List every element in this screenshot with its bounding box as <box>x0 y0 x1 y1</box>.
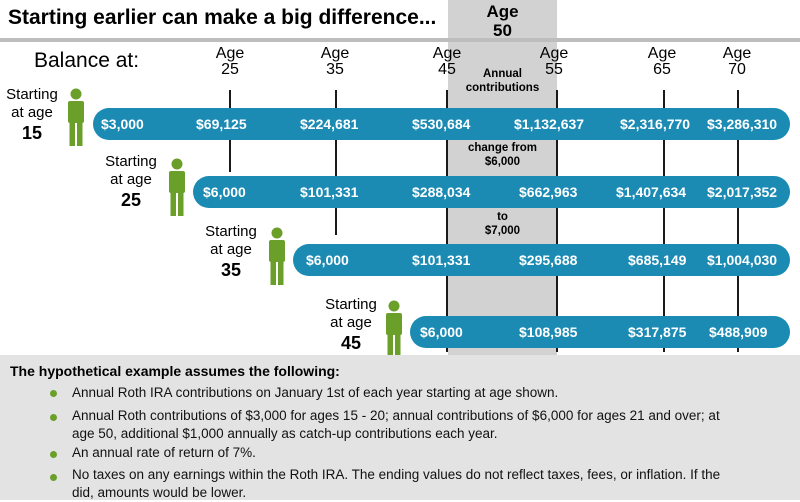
balance-value: $295,688 <box>519 252 578 268</box>
balance-value: $101,331 <box>412 252 471 268</box>
column-header-line1: Age <box>647 45 677 62</box>
age-50-header: Age 50 <box>448 2 557 40</box>
row-label-age: 35 <box>220 260 242 280</box>
band-note-line: contributions <box>465 82 540 94</box>
bullet-icon <box>48 451 60 463</box>
balance-label: Balance at: <box>34 49 140 72</box>
column-header-age-25: Age 25 <box>200 46 260 78</box>
column-line-age-65 <box>663 90 665 352</box>
balance-value: $288,034 <box>412 184 471 200</box>
balance-value: $6,000 <box>203 184 246 200</box>
band-note-line: to <box>497 211 508 223</box>
row-label-at-age: at age <box>11 104 53 121</box>
balance-bar-age-45 <box>410 316 790 348</box>
balance-value: $2,017,352 <box>707 184 778 200</box>
assumptions-panel <box>0 355 800 500</box>
bullet-icon <box>48 414 60 426</box>
assumption-item: No taxes on any earnings within the Roth… <box>72 467 721 500</box>
row-label-age-45: Starting at age 45 <box>320 296 382 354</box>
balance-bar-age-15 <box>93 108 790 140</box>
assumptions-heading: The hypothetical example assumes the fol… <box>10 363 340 379</box>
balance-value: $488,909 <box>709 324 768 340</box>
column-header-line2: 55 <box>545 61 563 78</box>
column-header-age-70: Age 70 <box>707 46 767 78</box>
row-label-age-25: Starting at age 25 <box>100 153 162 211</box>
balance-value: $3,286,310 <box>707 116 778 132</box>
column-header-age-45: Age 45 <box>417 46 477 78</box>
balance-value: $6,000 <box>420 324 463 340</box>
balance-value: $224,681 <box>300 116 359 132</box>
column-line-age-35 <box>335 90 337 235</box>
row-label-starting: Starting <box>6 86 58 103</box>
row-label-starting: Starting <box>105 153 157 170</box>
column-line-age-55 <box>556 90 558 352</box>
page-title: Starting earlier can make a big differen… <box>8 6 437 29</box>
column-header-line1: Age <box>432 45 462 62</box>
column-header-line2: 35 <box>326 61 344 78</box>
column-header-line1: Age <box>722 45 752 62</box>
column-header-line2: 25 <box>221 61 239 78</box>
person-icon <box>169 158 185 216</box>
band-note-annual: Annual contributions <box>448 67 557 95</box>
balance-value: $530,684 <box>412 116 471 132</box>
balance-value: $685,149 <box>628 252 687 268</box>
person-icon <box>68 88 84 146</box>
bullet-icon <box>48 390 60 402</box>
band-note-change: change from $6,000 <box>448 141 557 169</box>
person-icon <box>269 227 285 285</box>
balance-value: $1,132,637 <box>514 116 585 132</box>
column-line-age-70 <box>737 90 739 352</box>
column-header-line1: Age <box>320 45 350 62</box>
balance-value: $317,875 <box>628 324 687 340</box>
row-label-at-age: at age <box>330 314 372 331</box>
title-divider <box>0 38 800 42</box>
column-header-age-55: Age 55 <box>524 46 584 78</box>
row-label-age-35: Starting at age 35 <box>200 223 262 281</box>
row-label-at-age: at age <box>110 171 152 188</box>
balance-value: $2,316,770 <box>620 116 691 132</box>
balance-value: $1,004,030 <box>707 252 778 268</box>
row-label-age: 25 <box>120 190 142 210</box>
column-header-line2: 65 <box>653 61 671 78</box>
row-label-age: 15 <box>21 123 43 143</box>
column-line-age-45 <box>446 90 448 352</box>
assumption-item: Annual Roth IRA contributions on January… <box>72 385 559 400</box>
column-header-age-65: Age 65 <box>632 46 692 78</box>
column-header-line2: 70 <box>728 61 746 78</box>
band-note-line: change from <box>467 142 537 154</box>
balance-value: $3,000 <box>101 116 144 132</box>
balance-bar-age-35 <box>293 244 790 276</box>
column-header-age-35: Age 35 <box>305 46 365 78</box>
column-header-line2: 45 <box>438 61 456 78</box>
balance-value: $69,125 <box>196 116 247 132</box>
band-note-line: $6,000 <box>484 156 521 168</box>
balance-value: $6,000 <box>306 252 349 268</box>
balance-value: $1,407,634 <box>616 184 687 200</box>
age-50-label: Age <box>486 2 519 21</box>
balance-value: $108,985 <box>519 324 578 340</box>
bullet-icon <box>48 474 60 486</box>
balance-bar-age-25 <box>193 176 790 208</box>
person-icon <box>386 300 402 358</box>
column-header-line1: Age <box>215 45 245 62</box>
balance-value: $101,331 <box>300 184 359 200</box>
assumption-item: An annual rate of return of 7%. <box>72 445 256 460</box>
row-label-starting: Starting <box>325 296 377 313</box>
band-note-to: to $7,000 <box>448 210 557 238</box>
age-50-value: 50 <box>493 21 512 40</box>
band-note-line: $7,000 <box>484 225 521 237</box>
row-label-age-15: Starting at age 15 <box>2 86 62 144</box>
row-label-at-age: at age <box>210 241 252 258</box>
band-note-line: Annual <box>483 68 522 80</box>
balance-value: $662,963 <box>519 184 578 200</box>
row-label-starting: Starting <box>205 223 257 240</box>
row-label-age: 45 <box>340 333 362 353</box>
assumption-item: Annual Roth contributions of $3,000 for … <box>72 408 720 441</box>
column-header-line1: Age <box>539 45 569 62</box>
